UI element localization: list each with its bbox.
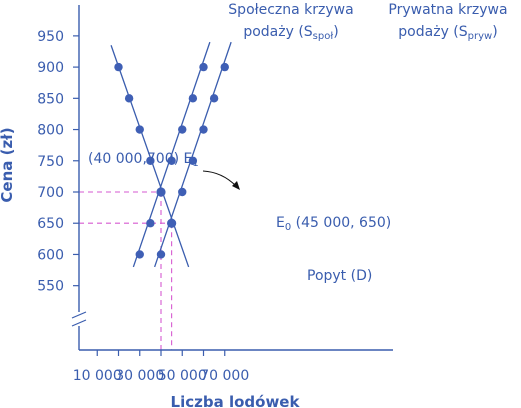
y-tick-label: 750 [37, 154, 64, 170]
dashed-guides [79, 191, 173, 350]
data-point [124, 94, 134, 103]
y-tick-label: 600 [37, 247, 64, 263]
data-point [114, 62, 123, 72]
x-tick-label: 30 000 [115, 368, 164, 384]
x-tick-label: 50 000 [158, 368, 207, 384]
axis-break-mark [71, 311, 87, 319]
y-axis-title: Cena (zł) [0, 127, 16, 202]
data-point [188, 156, 198, 165]
y-tick-label: 950 [37, 29, 64, 45]
x-tick-label: 10 000 [73, 368, 122, 384]
y-tick-label: 850 [37, 91, 64, 107]
y-tick-label: 900 [37, 60, 64, 76]
equilibrium-point [167, 218, 177, 228]
data-point [135, 250, 144, 259]
demand-label: Popyt (D) [307, 268, 372, 284]
data-points [114, 62, 229, 259]
data-point [199, 125, 208, 134]
data-point [167, 156, 176, 165]
data-point [146, 156, 155, 165]
equilibrium-point [156, 187, 166, 197]
equilibrium-e1-label: (40 000,700) E1 [88, 151, 199, 169]
data-point [178, 125, 187, 134]
series-line-1 [154, 41, 232, 268]
e1-arrowhead [232, 181, 240, 190]
private-supply-label-line2: podaży (Spryw) [398, 24, 497, 42]
social-supply-label-line2: podaży (Sspoł) [243, 24, 338, 42]
y-tick-label: 550 [37, 279, 64, 295]
y-tick-label: 800 [37, 123, 64, 139]
x-tick-label: 70 000 [200, 368, 249, 384]
series-line-2 [110, 45, 190, 268]
data-point [178, 187, 187, 197]
data-point [156, 250, 166, 259]
data-point [146, 219, 155, 228]
social-supply-label-line1: Społeczna krzywa [228, 2, 353, 18]
x-axis-title: Liczba lodówek [171, 393, 301, 408]
y-tick-label: 650 [37, 216, 64, 232]
axis-break-mark [71, 319, 87, 327]
data-point [199, 62, 208, 72]
data-point [188, 94, 198, 103]
data-point [220, 62, 229, 72]
data-point [135, 125, 144, 134]
y-tick-label: 700 [37, 185, 64, 201]
curves [110, 41, 232, 268]
series-line-0 [132, 41, 211, 268]
axes [71, 5, 393, 356]
equilibrium-e0-label: E0 (45 000, 650) [276, 215, 391, 233]
e1-arrow [202, 170, 237, 187]
data-point [209, 94, 219, 103]
private-supply-label-line1: Prywatna krzywa [388, 2, 507, 18]
